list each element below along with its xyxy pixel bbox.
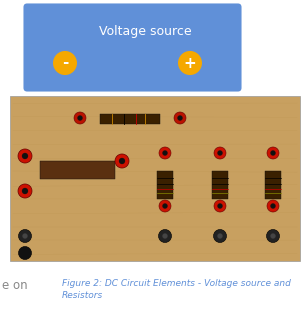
Circle shape xyxy=(78,116,83,121)
Circle shape xyxy=(159,147,171,159)
Circle shape xyxy=(159,200,171,212)
Circle shape xyxy=(174,112,186,124)
Circle shape xyxy=(217,234,222,239)
Circle shape xyxy=(18,230,31,243)
Bar xyxy=(157,171,173,199)
Circle shape xyxy=(163,150,168,155)
Text: -: - xyxy=(62,55,68,70)
Circle shape xyxy=(270,234,275,239)
Text: Voltage source: Voltage source xyxy=(99,26,191,39)
Circle shape xyxy=(270,204,275,209)
Text: +: + xyxy=(184,56,197,70)
Text: e on: e on xyxy=(2,279,28,292)
Circle shape xyxy=(270,150,275,155)
Bar xyxy=(100,114,160,124)
Circle shape xyxy=(266,230,279,243)
Circle shape xyxy=(18,247,31,260)
Circle shape xyxy=(115,154,129,168)
Circle shape xyxy=(267,147,279,159)
Circle shape xyxy=(217,150,222,155)
FancyBboxPatch shape xyxy=(23,3,241,91)
Circle shape xyxy=(214,200,226,212)
Circle shape xyxy=(177,116,183,121)
Circle shape xyxy=(178,51,202,75)
Circle shape xyxy=(159,230,172,243)
Circle shape xyxy=(217,204,222,209)
Bar xyxy=(265,171,281,199)
Circle shape xyxy=(18,149,32,163)
Bar xyxy=(212,171,228,199)
Circle shape xyxy=(214,147,226,159)
Circle shape xyxy=(213,230,226,243)
Circle shape xyxy=(18,184,32,198)
Circle shape xyxy=(53,51,77,75)
Circle shape xyxy=(22,188,28,194)
Text: Figure 2: DC Circuit Elements - Voltage source and
Resistors: Figure 2: DC Circuit Elements - Voltage … xyxy=(62,279,291,300)
Circle shape xyxy=(163,234,168,239)
Circle shape xyxy=(267,200,279,212)
Circle shape xyxy=(22,153,28,159)
Circle shape xyxy=(119,158,125,164)
Bar xyxy=(40,161,115,179)
Circle shape xyxy=(74,112,86,124)
Circle shape xyxy=(163,204,168,209)
Bar xyxy=(10,96,300,261)
Circle shape xyxy=(22,234,27,239)
